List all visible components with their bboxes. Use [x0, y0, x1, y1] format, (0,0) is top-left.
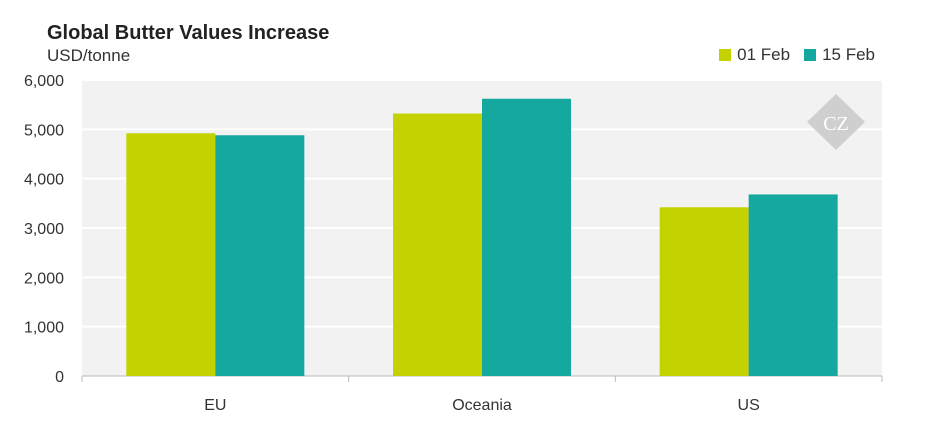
bar: [126, 133, 216, 376]
bar: [393, 113, 482, 377]
x-tick-label: US: [738, 397, 760, 414]
bar: [215, 135, 305, 376]
y-tick-label: 3,000: [24, 221, 64, 238]
bar: [748, 194, 838, 376]
y-tick-label: 1,000: [24, 320, 64, 337]
x-tick-label: Oceania: [452, 397, 512, 414]
y-tick-label: 0: [55, 369, 64, 386]
legend-item-01-feb: 01 Feb: [719, 45, 790, 65]
legend-swatch-15-feb: [804, 49, 817, 61]
legend-label-15-feb: 15 Feb: [822, 45, 875, 64]
bar: [659, 207, 749, 376]
watermark-logo: [807, 94, 865, 150]
y-tick-label: 6,000: [24, 73, 64, 90]
y-tick-label: 4,000: [24, 172, 64, 189]
x-tick-label: EU: [204, 397, 226, 414]
y-tick-label: 5,000: [24, 122, 64, 139]
legend-item-15-feb: 15 Feb: [804, 45, 875, 65]
watermark-text: CZ: [823, 113, 849, 135]
legend-swatch-01-feb: [719, 49, 732, 61]
legend-label-01-feb: 01 Feb: [737, 45, 791, 64]
y-axis-label: USD/tonne: [47, 46, 131, 65]
y-tick-label: 2,000: [24, 270, 64, 287]
chart-title: Global Butter Values Increase: [47, 22, 330, 44]
bar: [482, 98, 571, 376]
legend: 01 Feb 15 Feb: [705, 45, 875, 65]
